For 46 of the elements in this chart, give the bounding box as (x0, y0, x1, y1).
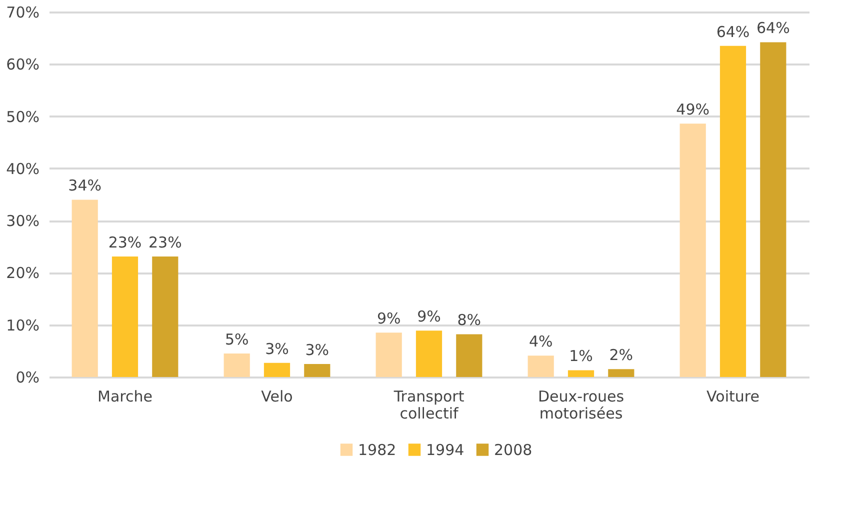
data-label: 5% (224, 330, 249, 349)
bar (112, 256, 138, 377)
data-label: 64% (716, 22, 750, 41)
bar (152, 256, 178, 377)
y-tick-label: 20% (6, 264, 40, 282)
data-label: 23% (108, 234, 142, 252)
legend-label: 1982 (358, 440, 396, 459)
bar (760, 42, 786, 377)
data-label: 4% (528, 332, 553, 351)
x-tick-label: Velo (261, 388, 293, 406)
bar (264, 362, 290, 377)
y-tick-label: 60% (6, 56, 40, 74)
x-tick-label: Deux-roues motorisées (538, 388, 624, 422)
bar (416, 330, 442, 377)
data-label: 2% (609, 346, 634, 364)
y-tick-label: 0% (16, 368, 40, 386)
bar (680, 124, 706, 377)
y-tick-label: 10% (6, 316, 40, 334)
legend-label: 1994 (426, 440, 464, 459)
legend-label: 2008 (494, 440, 532, 459)
bar (720, 46, 746, 377)
bar (224, 354, 250, 377)
data-label: 9% (417, 308, 441, 326)
bar (456, 334, 482, 377)
bar (376, 332, 402, 377)
y-tick-label: 70% (6, 4, 40, 22)
bar (608, 369, 634, 377)
bar (72, 200, 98, 377)
bar (568, 370, 594, 377)
data-label: 23% (148, 234, 182, 252)
y-tick-label: 50% (6, 108, 40, 126)
data-label: 8% (457, 311, 482, 330)
y-tick-label: 30% (6, 212, 40, 230)
data-label: 64% (756, 19, 790, 38)
data-label: 3% (265, 340, 289, 358)
data-label: 34% (68, 176, 102, 195)
data-label: 1% (569, 347, 593, 366)
y-tick-label: 40% (6, 160, 40, 178)
bar (304, 364, 330, 377)
data-label: 49% (676, 100, 710, 119)
data-label: 9% (376, 310, 401, 328)
data-label: 3% (305, 340, 330, 359)
x-tick-label: Marche (98, 388, 152, 406)
bar (528, 356, 554, 377)
x-tick-label: Voiture (706, 388, 760, 406)
x-tick-label: Transport collectif (392, 388, 464, 422)
